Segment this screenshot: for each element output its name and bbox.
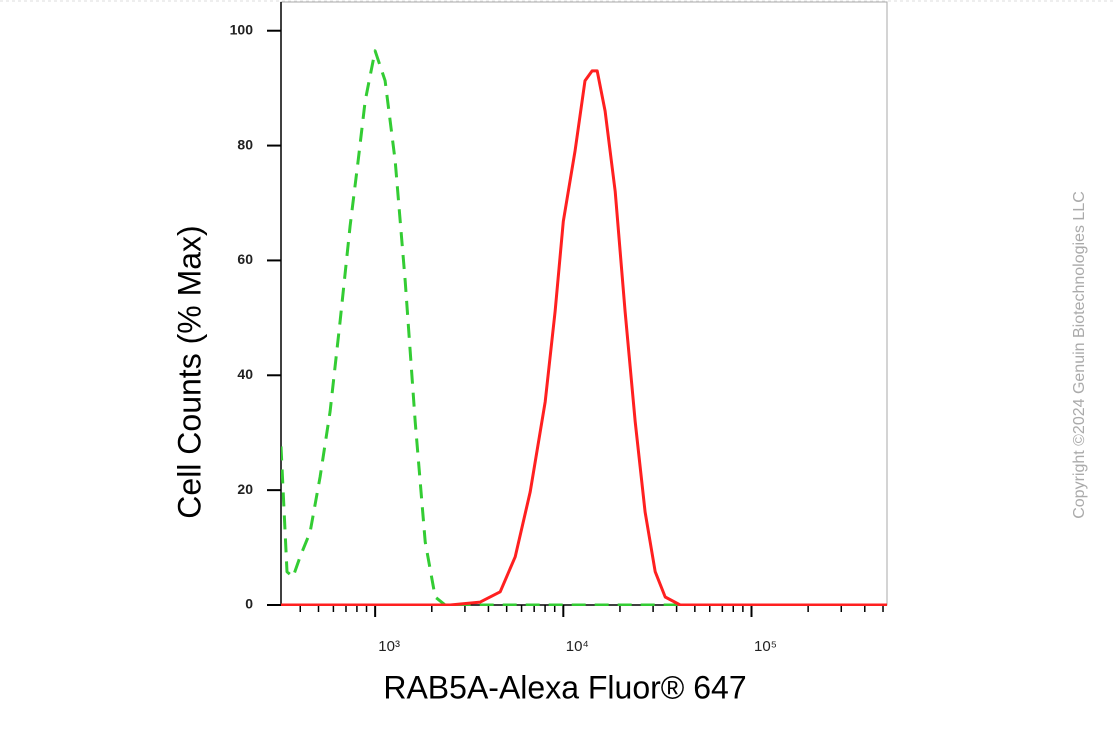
y-tick-label: 0: [245, 596, 253, 612]
x-axis-label: RAB5A-Alexa Fluor® 647: [383, 669, 746, 705]
y-tick-label: 20: [237, 481, 253, 497]
y-tick-label: 40: [237, 366, 253, 382]
y-tick-label: 60: [237, 251, 253, 267]
x-tick-label: 10⁵: [754, 638, 777, 655]
x-tick-label: 10³: [378, 638, 400, 655]
series-line: [281, 69, 887, 606]
x-tick-label: 10⁴: [566, 638, 589, 655]
y-tick-label: 80: [237, 136, 253, 152]
copyright: Copyright ©2024 Genuin Biotechnologies L…: [1071, 191, 1088, 519]
y-axis-label: Cell Counts (% Max): [171, 225, 207, 518]
series-line: [281, 49, 887, 606]
y-tick-label: 100: [230, 21, 254, 37]
